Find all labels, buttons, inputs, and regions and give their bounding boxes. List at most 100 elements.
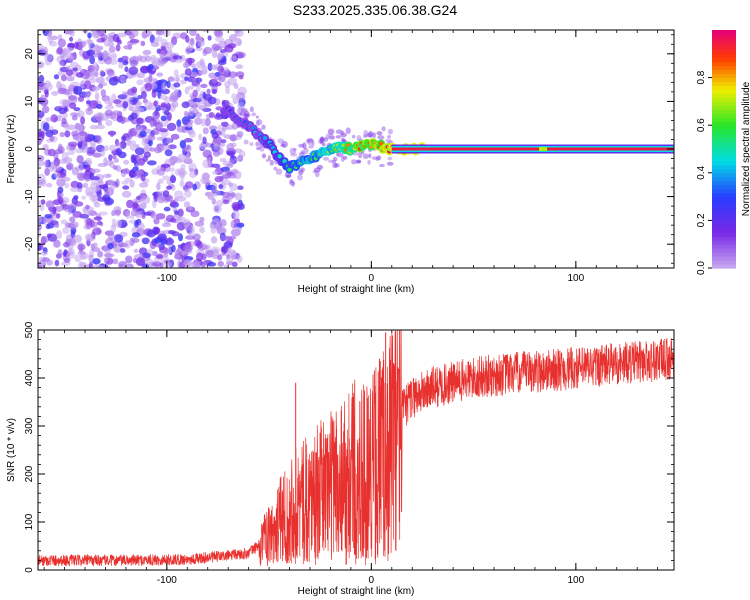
noise-blob <box>79 163 84 172</box>
colorbar: 0.0 0.2 0.4 0.6 0.8 Normalized spectral ampli… <box>696 30 750 275</box>
colorbar-cell <box>712 208 736 214</box>
noise-blob <box>61 117 67 125</box>
noise-blob <box>46 233 52 238</box>
noise-blob <box>225 85 231 95</box>
noise-blob <box>74 123 84 132</box>
noise-blob <box>136 195 141 200</box>
noise-blob <box>74 148 84 154</box>
noise-blob <box>153 38 159 47</box>
noise-blob <box>107 33 112 40</box>
noise-blob <box>87 32 92 39</box>
noise-blob <box>55 165 62 171</box>
noise-blob <box>220 252 225 257</box>
noise-blob <box>387 156 393 161</box>
noise-blob <box>161 175 170 181</box>
noise-blob <box>188 231 193 240</box>
noise-blob <box>371 156 379 160</box>
noise-blob <box>351 159 357 165</box>
colorbar-tick-label: 0.4 <box>696 165 707 179</box>
noise-blob <box>107 102 113 107</box>
noise-blob <box>55 230 63 240</box>
noise-blob <box>137 222 145 231</box>
noise-blob <box>180 79 187 85</box>
noise-blob <box>192 183 198 191</box>
noise-blob <box>104 105 115 110</box>
y-axis-label: Frequency (Hz) <box>6 115 17 184</box>
noise-blob <box>80 133 87 142</box>
colorbar-cell <box>712 180 736 186</box>
noise-blob <box>148 63 154 71</box>
noise-blob <box>53 239 61 248</box>
colorbar-cell <box>712 200 736 206</box>
noise-blob <box>100 82 108 87</box>
noise-blob <box>332 156 338 162</box>
noise-blob <box>51 91 59 96</box>
noise-blob <box>38 155 45 162</box>
noise-blob <box>136 117 144 125</box>
noise-blob <box>195 60 206 70</box>
noise-blob <box>221 179 231 186</box>
noise-blob <box>84 133 92 142</box>
noise-blob <box>191 63 196 70</box>
noise-blob <box>241 108 248 113</box>
noise-blob <box>62 241 70 248</box>
colorbar-cell <box>712 224 736 229</box>
noise-blob <box>190 210 200 218</box>
colorbar-cell <box>712 172 736 178</box>
noise-blob <box>219 175 224 182</box>
noise-blob <box>183 218 191 228</box>
noise-blob <box>178 233 183 242</box>
noise-blob <box>155 79 164 86</box>
noise-blob <box>71 167 80 176</box>
plot-frame <box>37 29 675 269</box>
noise-blob <box>119 116 126 125</box>
noise-blob <box>167 158 176 163</box>
colorbar-tick-label: 0.0 <box>696 261 707 275</box>
noise-blob <box>57 196 64 204</box>
noise-blob <box>96 124 106 130</box>
noise-blob <box>143 50 150 57</box>
noise-blob <box>166 122 177 132</box>
noise-blob <box>107 242 114 250</box>
noise-blob <box>322 156 330 161</box>
noise-blob <box>121 60 129 66</box>
noise-blob <box>91 176 100 181</box>
noise-blob <box>116 39 122 45</box>
noise-blob <box>121 55 129 61</box>
noise-blob <box>84 80 92 90</box>
noise-blob <box>157 233 168 241</box>
noise-blob <box>152 261 162 267</box>
noise-blob <box>70 112 78 117</box>
noise-blob <box>96 189 102 198</box>
noise-blob <box>198 104 208 111</box>
noise-blob <box>171 101 179 108</box>
noise-blob <box>109 132 115 137</box>
y-tick-label: 100 <box>24 513 35 530</box>
noise-blob <box>307 138 314 143</box>
colorbar-cell <box>712 41 736 47</box>
noise-blob <box>54 149 64 155</box>
noise-blob <box>208 112 216 118</box>
tone-band-core <box>391 147 674 151</box>
y-axis-label: SNR (10 * v/v) <box>6 418 17 482</box>
noise-blob <box>345 127 351 135</box>
noise-blob <box>351 134 356 139</box>
noise-blob <box>182 244 193 253</box>
noise-blob <box>119 140 127 150</box>
noise-blob <box>235 64 244 69</box>
noise-blob <box>53 74 60 80</box>
noise-blob <box>104 109 113 117</box>
colorbar-cell <box>712 113 736 118</box>
colorbar-cell <box>712 232 736 237</box>
colorbar-cell <box>712 260 736 265</box>
noise-blob <box>237 51 246 59</box>
noise-blob <box>160 102 167 108</box>
noise-blob <box>234 192 243 201</box>
noise-blob <box>160 144 171 151</box>
colorbar-cell <box>712 204 736 210</box>
noise-blob <box>144 82 153 92</box>
noise-blob <box>210 64 218 71</box>
noise-blob <box>174 250 181 260</box>
colorbar-cell <box>712 49 736 55</box>
ridge-core <box>287 167 292 172</box>
